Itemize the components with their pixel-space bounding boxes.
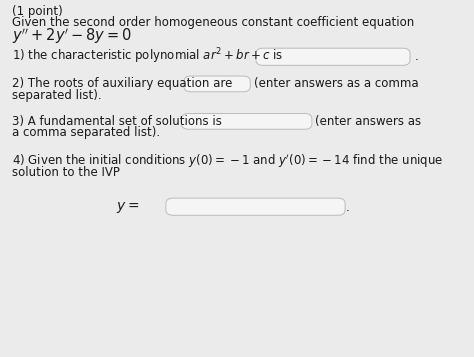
Text: separated list).: separated list).	[12, 89, 101, 102]
Text: .: .	[415, 50, 419, 62]
Text: (enter answers as a comma: (enter answers as a comma	[254, 77, 418, 90]
FancyBboxPatch shape	[166, 198, 345, 215]
FancyBboxPatch shape	[256, 48, 410, 65]
Text: (1 point): (1 point)	[12, 5, 63, 18]
Text: 2) The roots of auxiliary equation are: 2) The roots of auxiliary equation are	[12, 77, 232, 90]
Text: .: .	[346, 201, 350, 213]
Text: 3) A fundamental set of solutions is: 3) A fundamental set of solutions is	[12, 115, 222, 128]
Text: $y'' + 2y' - 8y = 0$: $y'' + 2y' - 8y = 0$	[12, 26, 132, 45]
Text: Given the second order homogeneous constant coefficient equation: Given the second order homogeneous const…	[12, 16, 414, 29]
Text: 4) Given the initial conditions $y(0) = -1$ and $y'(0) = -14$ find the unique: 4) Given the initial conditions $y(0) = …	[12, 152, 443, 170]
FancyBboxPatch shape	[184, 76, 250, 92]
Text: solution to the IVP: solution to the IVP	[12, 166, 120, 179]
Text: a comma separated list).: a comma separated list).	[12, 126, 160, 139]
Text: (enter answers as: (enter answers as	[315, 115, 421, 128]
Text: $y =$: $y =$	[116, 200, 139, 215]
Text: 1) the characteristic polynomial $ar^2 + br + c$ is: 1) the characteristic polynomial $ar^2 +…	[12, 46, 283, 66]
FancyBboxPatch shape	[182, 114, 312, 129]
